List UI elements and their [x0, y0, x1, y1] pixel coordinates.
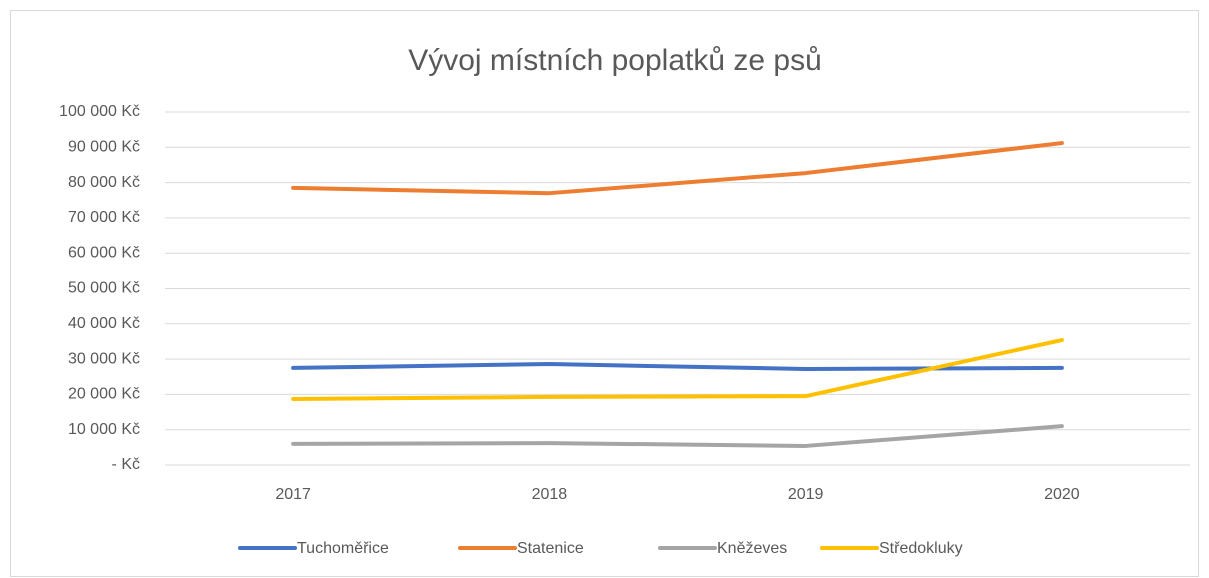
y-tick-label: 40 000 Kč [68, 315, 140, 332]
x-tick-label: 2020 [1044, 486, 1080, 503]
series-line [291, 424, 1064, 448]
y-tick-label: 10 000 Kč [68, 421, 140, 438]
y-tick-label: 100 000 Kč [59, 103, 140, 120]
y-tick-label: 20 000 Kč [68, 386, 140, 403]
series-line [291, 141, 1064, 196]
y-tick-label: 30 000 Kč [68, 350, 140, 367]
y-tick-label: 50 000 Kč [68, 280, 140, 297]
y-tick-label: 80 000 Kč [68, 174, 140, 191]
legend-label: Středokluky [879, 540, 963, 557]
y-tick-label: 90 000 Kč [68, 139, 140, 156]
legend-label: Tuchoměřice [297, 540, 389, 557]
y-tick-label: - Kč [112, 456, 140, 473]
x-tick-label: 2019 [788, 486, 824, 503]
legend-label: Statenice [517, 540, 584, 557]
x-tick-label: 2017 [275, 486, 311, 503]
chart-title: Vývoj místních poplatků ze psů [408, 44, 822, 77]
series-line [291, 338, 1064, 401]
chart-frame [10, 10, 1199, 577]
y-tick-label: 60 000 Kč [68, 244, 140, 261]
y-tick-label: 70 000 Kč [68, 209, 140, 226]
legend-label: Kněževes [717, 540, 787, 557]
x-tick-label: 2018 [532, 486, 568, 503]
